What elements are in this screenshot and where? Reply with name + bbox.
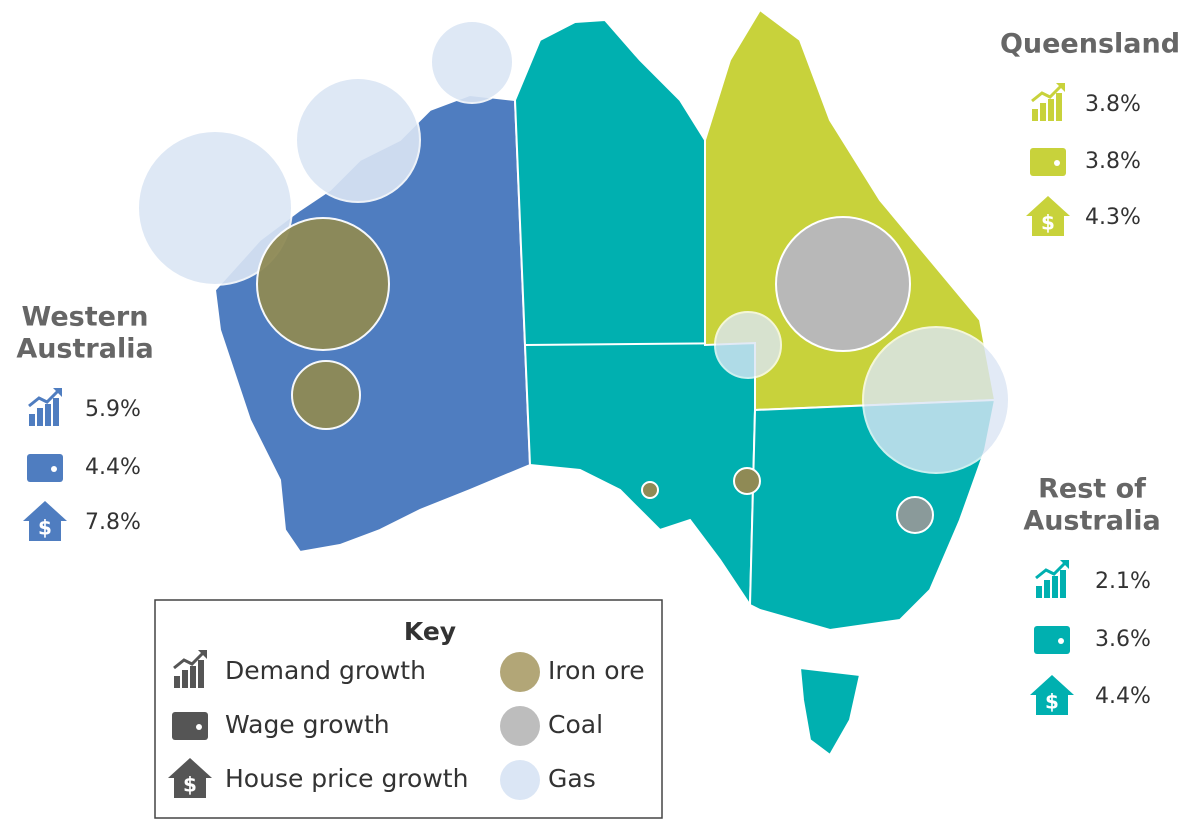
region-value: 7.8% [85, 510, 141, 535]
icon-bar [198, 660, 204, 688]
region-value: 5.9% [85, 397, 141, 422]
icon-bar [1036, 586, 1042, 598]
icon-arrow [1031, 83, 1064, 103]
region-value: 3.6% [1095, 627, 1151, 652]
house-icon: $ [1030, 675, 1074, 715]
region-title: Rest of [1038, 474, 1146, 505]
iron-ore-bubble [641, 481, 659, 499]
key-swatch [500, 652, 540, 692]
icon-bar [45, 404, 51, 426]
northern-territory [513, 18, 706, 346]
icon-wallet-dot [51, 466, 57, 472]
south-australia [523, 341, 756, 609]
icon-bar [1052, 576, 1058, 598]
icon-dollar: $ [183, 773, 197, 797]
region-value: 3.8% [1085, 149, 1141, 174]
icon-wallet [172, 712, 208, 740]
demand-icon [1035, 560, 1069, 598]
icon-dollar: $ [1041, 211, 1055, 235]
icon-bar [29, 414, 35, 426]
key-label: Coal [548, 710, 603, 739]
house-icon: $ [168, 758, 212, 798]
icon-wallet [27, 454, 63, 482]
icon-wallet-dot [196, 724, 202, 730]
region-value: 3.8% [1085, 92, 1141, 117]
wage-icon [1034, 626, 1070, 654]
coal-bubble [896, 496, 934, 534]
icon-bar [1040, 103, 1046, 121]
icon-bar [1048, 99, 1054, 121]
icon-arrow [173, 650, 206, 670]
house-icon: $ [23, 501, 67, 541]
icon-bar [37, 408, 43, 426]
icon-bar [174, 676, 180, 688]
icon-dollar: $ [1045, 690, 1059, 714]
key-label: Iron ore [548, 656, 645, 685]
iron-ore-bubble [733, 467, 761, 495]
tasmania [798, 666, 862, 757]
key-swatch [500, 760, 540, 800]
icon-arrow [28, 388, 61, 408]
region-title: Australia [1023, 506, 1160, 537]
demand-icon [1031, 83, 1065, 121]
key-label: Wage growth [225, 710, 390, 739]
region-value: 4.4% [85, 455, 141, 480]
coal-bubble [775, 216, 911, 352]
gas-bubble [137, 130, 293, 286]
icon-arrow-head [198, 650, 207, 659]
gas-bubble [295, 77, 421, 203]
icon-bar [53, 398, 59, 426]
icon-bar [1056, 93, 1062, 121]
icon-bar [182, 670, 188, 688]
icon-wallet [1030, 148, 1066, 176]
icon-arrow-head [1056, 83, 1065, 92]
key-label: Demand growth [225, 656, 426, 685]
region-value: 4.4% [1095, 684, 1151, 709]
icon-arrow-head [1060, 560, 1069, 569]
gas-bubble [714, 311, 782, 379]
wage-icon [1030, 148, 1066, 176]
key-box [154, 599, 663, 819]
icon-house [168, 758, 212, 798]
bubbles [137, 20, 1010, 534]
icon-wallet-dot [1054, 160, 1060, 166]
demand-icon [28, 388, 62, 426]
icon-house [23, 501, 67, 541]
region-value: 2.1% [1095, 569, 1151, 594]
region-value: 4.3% [1085, 205, 1141, 230]
gas-bubble [862, 326, 1010, 474]
icon-wallet [1034, 626, 1070, 654]
region-title: Queensland [1000, 29, 1180, 60]
house-icon: $ [1026, 196, 1070, 236]
key-label: House price growth [225, 764, 468, 793]
icon-bar [1032, 109, 1038, 121]
region-title: Western [22, 302, 149, 333]
key-label: Gas [548, 764, 596, 793]
icon-wallet-dot [1058, 638, 1064, 644]
key-swatch [500, 706, 540, 746]
region-title: Australia [16, 334, 153, 365]
icon-bar [190, 666, 196, 688]
icon-arrow-head [53, 388, 62, 397]
iron-ore-bubble [291, 360, 361, 430]
icon-dollar: $ [38, 516, 52, 540]
iron-ore-bubble [256, 217, 390, 351]
gas-bubble [430, 20, 514, 104]
key-title: Key [404, 617, 456, 646]
demand-icon [173, 650, 207, 688]
icon-bar [1044, 580, 1050, 598]
wage-icon [172, 712, 208, 740]
icon-arrow [1035, 560, 1068, 580]
icon-house [1030, 675, 1074, 715]
icon-house [1026, 196, 1070, 236]
wage-icon [27, 454, 63, 482]
icon-bar [1060, 570, 1066, 598]
